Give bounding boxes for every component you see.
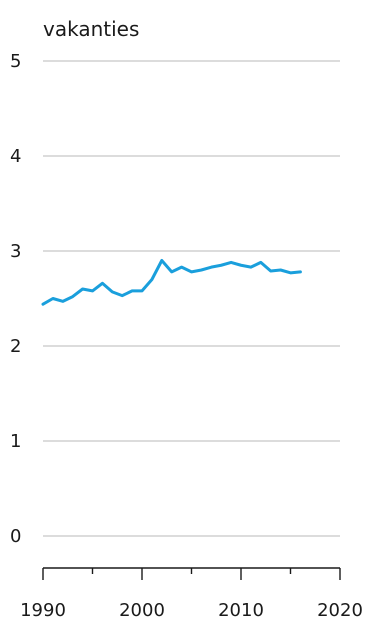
y-tick-labels: 0 1 2 3 4 5 — [10, 51, 21, 547]
x-tick-label-2020: 2020 — [317, 600, 363, 621]
x-axis: 1990 2000 2010 2020 — [20, 567, 363, 621]
gridlines — [43, 60, 340, 537]
y-tick-label-1: 1 — [10, 431, 21, 452]
x-tick-label-1990: 1990 — [20, 600, 66, 621]
y-tick-label-0: 0 — [10, 526, 21, 547]
y-tick-label-5: 5 — [10, 51, 21, 72]
x-tick-label-2010: 2010 — [218, 600, 264, 621]
x-tick-label-2000: 2000 — [119, 600, 165, 621]
y-tick-label-3: 3 — [10, 241, 21, 262]
y-tick-label-2: 2 — [10, 336, 21, 357]
y-axis-title: vakanties — [43, 17, 139, 41]
series-group — [41, 259, 302, 306]
series-line-0 — [41, 259, 302, 306]
y-tick-label-4: 4 — [10, 146, 21, 167]
